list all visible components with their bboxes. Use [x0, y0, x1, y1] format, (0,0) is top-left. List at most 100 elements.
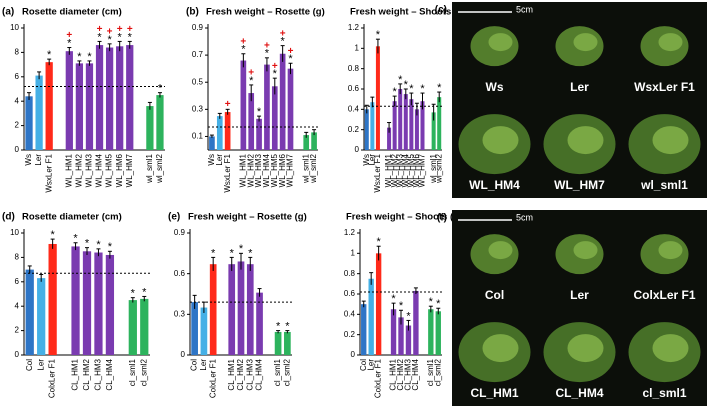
significance-plus: +	[240, 36, 246, 47]
significance-mark: *	[87, 51, 92, 63]
x-tick-label: WsxLer F1	[223, 153, 232, 192]
error-bar	[117, 40, 122, 52]
error-bar	[387, 122, 392, 133]
y-tick-label: 0	[15, 350, 20, 359]
x-tick-label: CL_HM2	[82, 358, 91, 390]
y-tick-label: 0.4	[344, 309, 356, 318]
error-bar	[249, 84, 254, 102]
y-tick-label: 0.6	[344, 289, 356, 298]
significance-plus: +	[107, 27, 113, 38]
photo-label: CL_HM1	[470, 386, 518, 400]
y-tick-label: 2	[15, 121, 20, 130]
bar	[209, 136, 215, 150]
bar	[37, 278, 46, 355]
error-bar	[67, 47, 72, 55]
bar	[82, 251, 92, 355]
y-tick-label: 8	[15, 253, 20, 262]
significance-plus: +	[272, 61, 278, 72]
photo-label: cl_sml1	[642, 386, 686, 400]
error-bar	[209, 134, 214, 138]
bar	[237, 261, 245, 355]
significance-mark: *	[97, 31, 102, 43]
bar	[398, 89, 403, 150]
photo-label: ColxLer F1	[633, 288, 695, 302]
x-tick-label: cl_sml2	[433, 358, 442, 386]
x-tick-label: WL_HM5	[406, 153, 415, 187]
bar	[435, 311, 441, 355]
y-tick-label: 1	[355, 43, 360, 52]
bar	[370, 102, 375, 150]
error-bar	[276, 330, 281, 334]
error-bar	[403, 88, 408, 100]
photo-label: CL_HM4	[555, 386, 603, 400]
y-tick-label: 10	[10, 228, 19, 237]
error-bar	[272, 77, 277, 95]
bar	[45, 62, 53, 150]
bar	[116, 46, 124, 150]
photo-label: Ler	[570, 288, 589, 302]
x-tick-label: Col	[25, 359, 34, 371]
bar	[128, 300, 137, 355]
y-tick-label: 0.9	[174, 228, 186, 237]
y-tick-label: 10	[10, 23, 19, 32]
significance-mark: *	[108, 241, 113, 253]
bar	[105, 254, 115, 355]
y-tick-label: 0.4	[348, 104, 360, 113]
error-bar	[248, 256, 253, 271]
x-tick-label: Ler	[366, 359, 375, 371]
x-tick-label: cl_sml1	[273, 358, 282, 386]
x-tick-label: wl_sml1	[145, 153, 154, 183]
x-tick-label: wl_sml2	[309, 153, 318, 183]
error-bar	[37, 71, 42, 80]
significance-mark: *	[73, 233, 78, 245]
error-bar	[285, 330, 290, 334]
bar	[256, 292, 263, 355]
significance-mark: *	[404, 79, 409, 91]
x-tick-label: wl_sml2	[155, 153, 164, 183]
error-bar	[87, 60, 92, 66]
bar	[25, 96, 33, 150]
bar	[256, 118, 262, 150]
bar	[274, 331, 282, 355]
bar	[94, 252, 103, 355]
x-tick-label: Ler	[34, 154, 43, 166]
scale-label: 5cm	[516, 212, 533, 222]
error-bar	[47, 58, 52, 66]
bar	[392, 101, 397, 150]
bar	[224, 112, 231, 150]
significance-mark: *	[131, 288, 136, 300]
x-tick-label: WL_HM6	[412, 153, 421, 187]
y-tick-label: 0.9	[192, 23, 204, 32]
bar	[420, 101, 425, 150]
error-bar	[257, 115, 262, 122]
significance-mark: *	[429, 296, 434, 308]
plant	[658, 33, 683, 52]
x-tick-label: cl_sml1	[426, 358, 435, 386]
bar	[240, 60, 247, 150]
y-tick-label: 0	[355, 145, 360, 154]
x-tick-label: CL_HM3	[404, 358, 413, 390]
y-tick-label: 0.7	[192, 50, 204, 59]
error-bar	[375, 38, 380, 54]
error-bar	[39, 273, 44, 282]
significance-mark: *	[273, 68, 278, 80]
error-bar	[312, 129, 317, 136]
error-bar	[27, 265, 32, 274]
significance-mark: *	[265, 48, 270, 60]
plant	[652, 126, 689, 155]
y-tick-label: 6	[15, 72, 20, 81]
error-bar	[391, 302, 396, 316]
significance-mark: *	[376, 29, 381, 41]
bar	[364, 109, 369, 150]
error-bar	[398, 83, 403, 95]
x-tick-label: Ler	[199, 359, 208, 371]
panel-label: (c)	[435, 5, 447, 16]
error-bar	[369, 272, 374, 285]
error-bar	[420, 92, 425, 110]
y-tick-label: 0.8	[344, 269, 356, 278]
y-tick-label: 0	[351, 350, 356, 359]
bar	[287, 68, 294, 150]
plant	[573, 33, 598, 52]
bar	[431, 112, 436, 150]
significance-mark: *	[158, 83, 163, 95]
